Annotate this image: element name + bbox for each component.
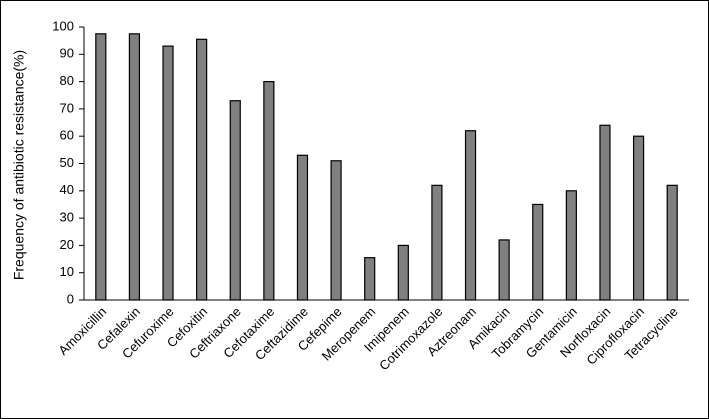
y-tick-label: 0 <box>67 291 74 306</box>
bar <box>364 257 376 301</box>
bar <box>632 135 645 301</box>
y-axis-label: Frequency of antibiotic resistance(%) <box>11 50 27 280</box>
bar <box>95 33 107 301</box>
y-tick-label: 100 <box>52 18 74 33</box>
y-tick-label: 70 <box>60 100 74 115</box>
y-tick-label: 90 <box>60 46 74 61</box>
bar <box>229 100 241 301</box>
bar <box>532 203 544 301</box>
bar <box>263 80 275 301</box>
y-tick-label: 40 <box>60 182 74 197</box>
bar <box>431 184 443 301</box>
y-tick-label: 60 <box>60 128 74 143</box>
bar <box>498 239 510 301</box>
y-tick-label: 30 <box>60 210 74 225</box>
bar <box>464 130 477 301</box>
bar <box>599 124 611 301</box>
bar <box>128 33 141 301</box>
bar <box>565 190 577 301</box>
bar <box>397 244 409 301</box>
bar <box>330 160 342 301</box>
y-tick-label: 10 <box>60 264 74 279</box>
y-tick-label: 80 <box>60 73 74 88</box>
bar <box>196 38 208 301</box>
bar <box>162 45 174 301</box>
bar <box>296 154 309 301</box>
y-tick-label: 50 <box>60 155 74 170</box>
bar <box>666 184 678 301</box>
y-tick-label: 20 <box>60 237 74 252</box>
